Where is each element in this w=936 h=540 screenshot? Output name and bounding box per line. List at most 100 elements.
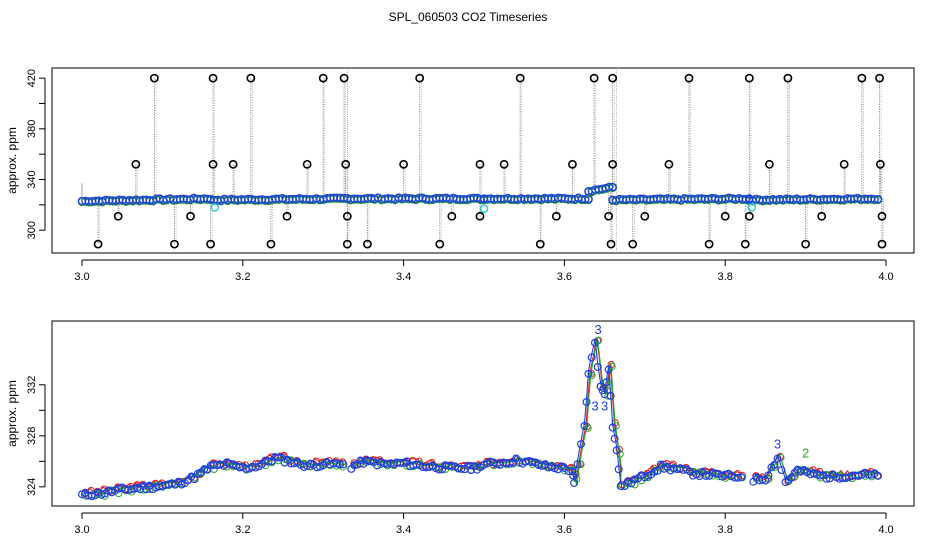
outlier-point xyxy=(246,73,256,83)
series-label: 3 xyxy=(591,398,598,413)
series-point-blue xyxy=(577,440,586,449)
outlier-point xyxy=(875,73,884,83)
baseline-point xyxy=(873,194,883,204)
series-point-blue xyxy=(366,457,375,466)
outlier-point xyxy=(740,239,750,249)
series-point-blue xyxy=(339,460,348,469)
series-point-green xyxy=(577,460,585,469)
outlier-point xyxy=(341,159,351,169)
y-tick-label: 380 xyxy=(26,120,38,138)
outlier-point xyxy=(684,73,694,83)
outlier-point xyxy=(342,211,352,221)
outlier-point xyxy=(363,239,372,249)
outlier-point xyxy=(765,159,774,169)
outlier-point xyxy=(282,211,292,221)
series-point-blue xyxy=(610,434,619,443)
series-point-blue xyxy=(630,475,639,484)
series-line-red xyxy=(625,460,742,481)
x-tick-label: 4.0 xyxy=(878,524,893,536)
cyan-point xyxy=(479,204,489,213)
series-point-blue xyxy=(737,473,746,482)
series-point-blue xyxy=(822,474,831,483)
baseline-point xyxy=(608,182,617,192)
outlier-point xyxy=(589,73,599,83)
series-point-blue xyxy=(528,458,537,467)
series-point-blue xyxy=(87,492,96,501)
series-point-blue xyxy=(350,461,359,470)
outlier-point xyxy=(302,159,312,169)
series-point-blue xyxy=(777,466,786,475)
series-point-blue xyxy=(614,465,623,474)
outlier-point xyxy=(640,211,650,221)
series-point-blue xyxy=(596,382,605,391)
outlier-point xyxy=(170,239,179,249)
outlier-point xyxy=(208,73,218,83)
outlier-point xyxy=(208,159,218,169)
baseline-point xyxy=(604,182,614,192)
baseline-point xyxy=(870,195,879,204)
outlier-point xyxy=(817,211,827,221)
outlier-point xyxy=(801,239,810,249)
y-axis-label: approx. ppm xyxy=(5,127,19,194)
series-point-blue xyxy=(570,479,579,488)
x-tick-label: 3.0 xyxy=(74,524,89,536)
y-axis-label: approx. ppm xyxy=(5,380,19,447)
outlier-point xyxy=(435,239,445,249)
y-tick-label: 300 xyxy=(26,221,38,239)
series-point-blue xyxy=(608,423,617,432)
series-point-blue xyxy=(650,467,659,476)
series-point-blue xyxy=(475,462,484,471)
x-tick-label: 3.2 xyxy=(235,524,250,536)
series-point-blue xyxy=(604,365,613,374)
outlier-point xyxy=(415,73,425,83)
page-title: SPL_060503 CO2 Timeseries xyxy=(389,10,548,24)
plot-frame xyxy=(51,320,915,507)
cyan-point xyxy=(747,203,757,212)
series-point-blue xyxy=(582,398,591,407)
top-panel: 3.0 3.2 3.4 3.6 3.8 4.0 300 340 380 420 approx. pp… xyxy=(5,67,915,283)
series-line-red xyxy=(352,456,481,467)
outlier-point xyxy=(744,73,754,83)
outlier-point xyxy=(608,73,618,83)
series-point-blue xyxy=(764,471,773,480)
series-point-blue xyxy=(580,421,589,430)
outlier-point xyxy=(342,239,352,249)
outlier-point xyxy=(608,159,618,169)
series-point-blue xyxy=(606,391,615,400)
outlier-point xyxy=(877,239,887,249)
series-point-blue xyxy=(587,353,596,362)
y-tick-label: 332 xyxy=(26,376,38,394)
series-point-blue xyxy=(564,467,573,476)
series-point-blue xyxy=(612,446,621,455)
y-tick-label: 328 xyxy=(26,427,38,445)
series-point-blue xyxy=(773,454,782,463)
series-point-blue xyxy=(97,490,106,499)
x-tick-label: 4.0 xyxy=(878,271,893,283)
outlier-point xyxy=(399,159,408,169)
outlier-point xyxy=(877,211,887,221)
outlier-point xyxy=(206,239,216,249)
series-point-blue xyxy=(568,467,577,476)
outlier-point xyxy=(266,239,276,249)
series-point-blue xyxy=(200,465,209,474)
series-point-blue xyxy=(584,369,593,378)
series-label: 2 xyxy=(802,446,809,461)
outlier-point xyxy=(475,211,485,221)
outlier-point xyxy=(475,159,485,169)
baseline-point xyxy=(580,194,590,204)
outlier-point xyxy=(535,239,545,249)
outlier-point xyxy=(339,73,349,83)
x-tick-label: 3.0 xyxy=(74,271,89,283)
outlier-point xyxy=(551,211,561,221)
x-tick-label: 3.6 xyxy=(557,524,572,536)
y-tick-label: 420 xyxy=(26,69,38,87)
y-tick-label: 340 xyxy=(26,170,38,188)
series-point-blue xyxy=(770,460,779,469)
x-tick-label: 3.8 xyxy=(718,524,733,536)
outlier-point xyxy=(93,239,103,249)
outlier-point xyxy=(875,159,885,169)
outlier-point xyxy=(628,239,638,249)
series-point-blue xyxy=(335,460,344,469)
cyan-point xyxy=(210,203,219,212)
